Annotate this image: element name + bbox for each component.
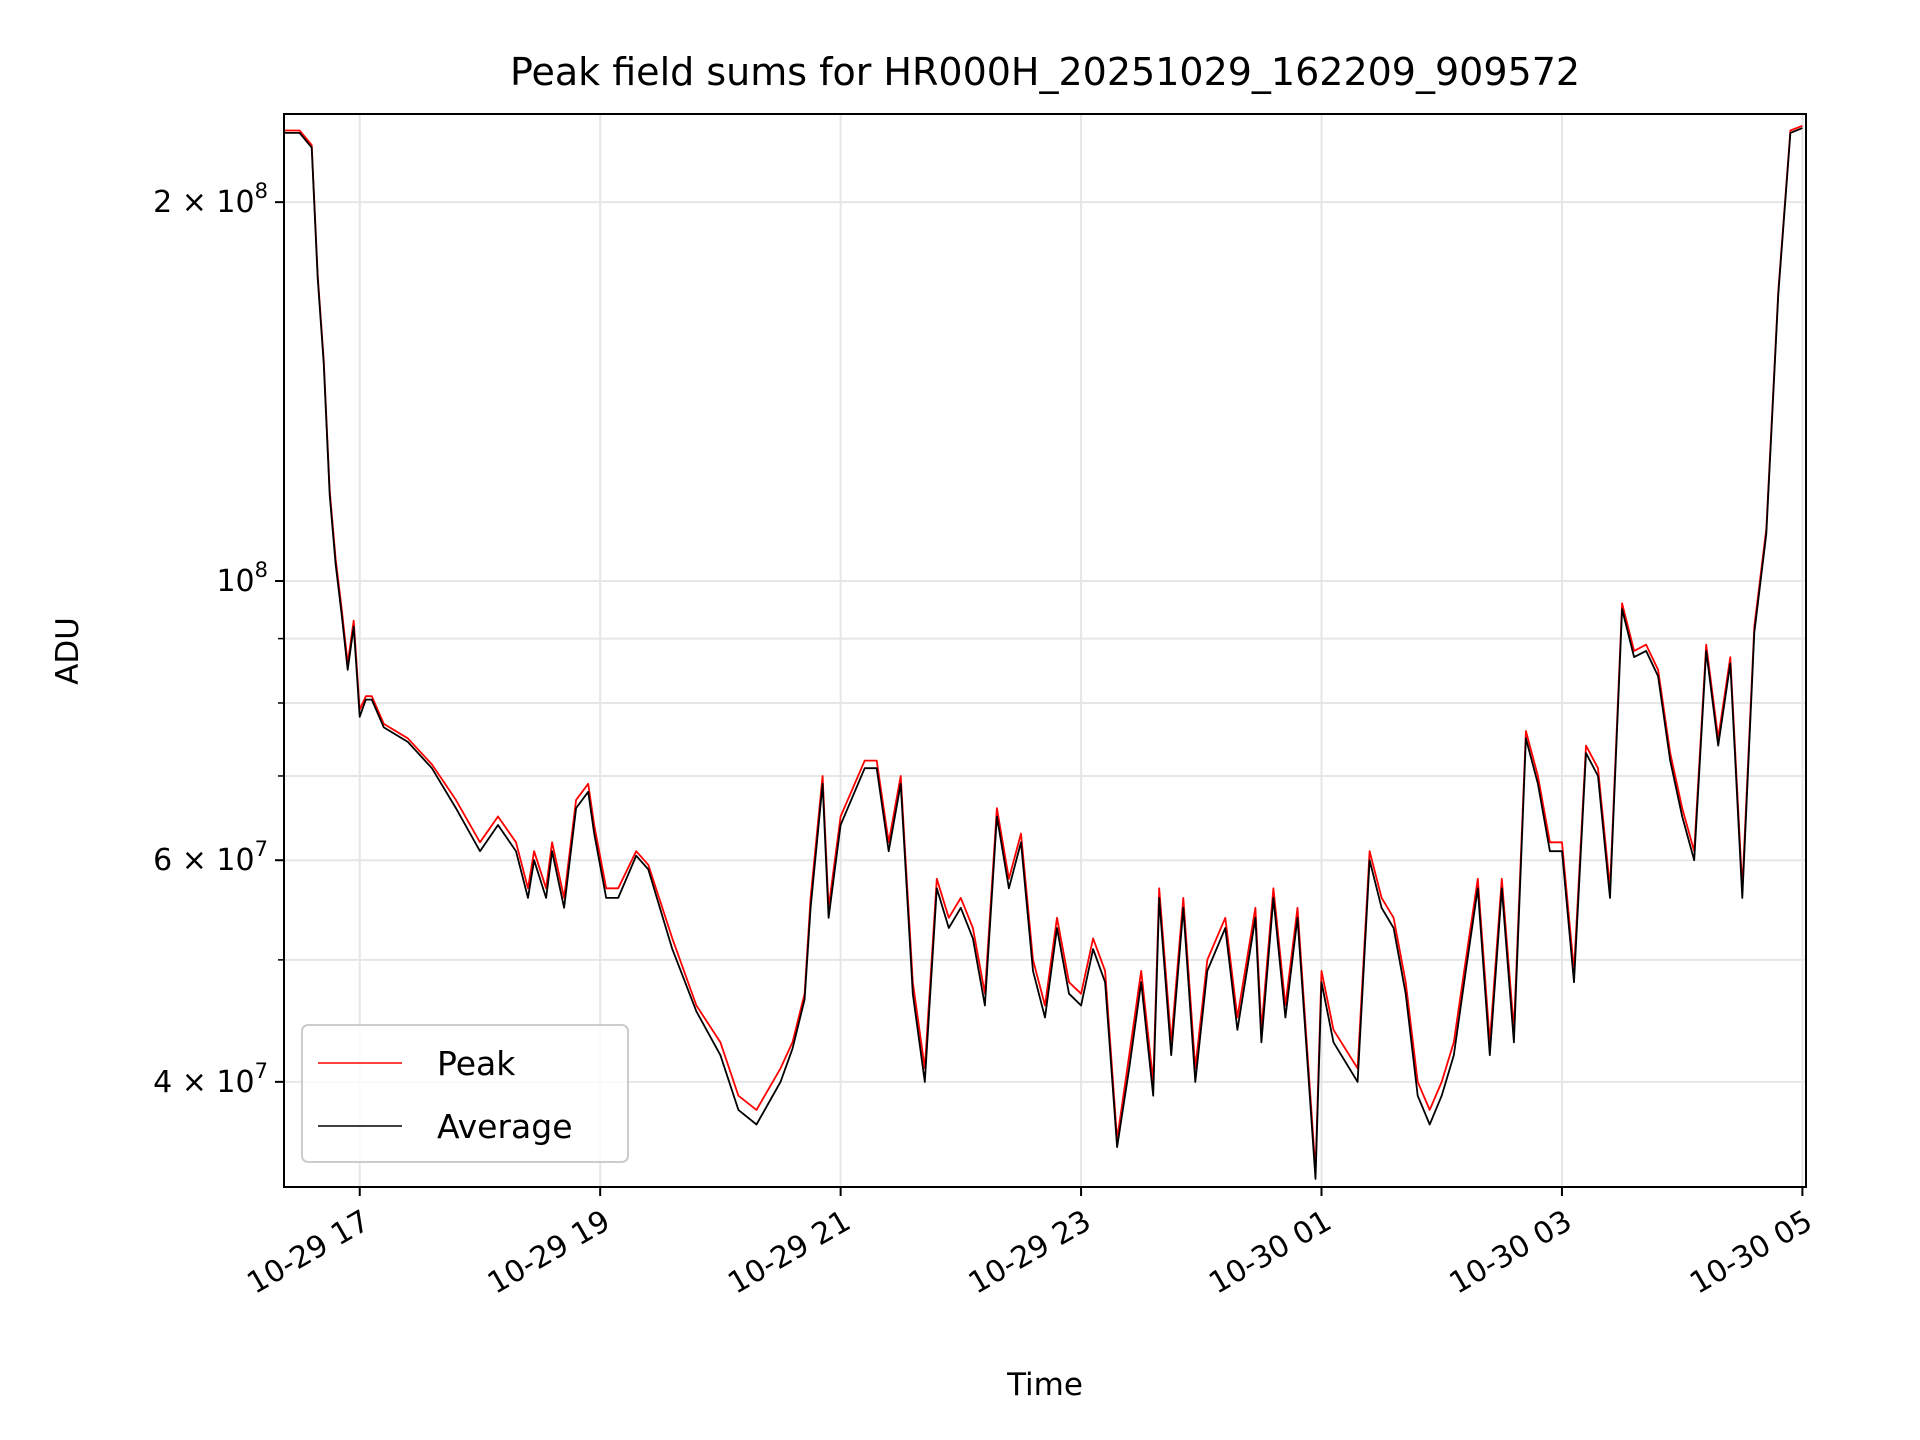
y-axis-label: ADU (50, 617, 86, 685)
grid-lines (284, 114, 1806, 1187)
y-tick-mantissa: 10 (216, 564, 254, 599)
y-tick-exponent: 8 (255, 558, 268, 582)
legend-box (301, 1024, 629, 1163)
plot-frame (283, 113, 1807, 1188)
y-tick-mantissa: 4 × 10 (153, 1065, 254, 1100)
series-line-average (284, 127, 1803, 1180)
series-line-peak (284, 124, 1803, 1172)
y-tick-label: 4 × 107 (153, 1059, 268, 1100)
y-tick-label: 6 × 107 (153, 837, 268, 878)
y-tick-exponent: 7 (255, 837, 268, 861)
y-tick-label: 108 (216, 558, 268, 599)
y-tick-label: 2 × 108 (153, 179, 268, 220)
y-tick-mantissa: 2 × 10 (153, 185, 254, 220)
legend-label-peak: Peak (437, 1044, 516, 1083)
y-tick-exponent: 8 (255, 179, 268, 203)
legend: Peak Average (301, 1024, 629, 1163)
x-axis-label: Time (1006, 1367, 1083, 1403)
series-layer (284, 124, 1803, 1180)
legend-label-average: Average (437, 1107, 573, 1146)
y-tick-exponent: 7 (255, 1059, 268, 1083)
chart-title: Peak field sums for HR000H_20251029_1622… (510, 50, 1580, 94)
y-tick-mantissa: 6 × 10 (153, 843, 254, 878)
